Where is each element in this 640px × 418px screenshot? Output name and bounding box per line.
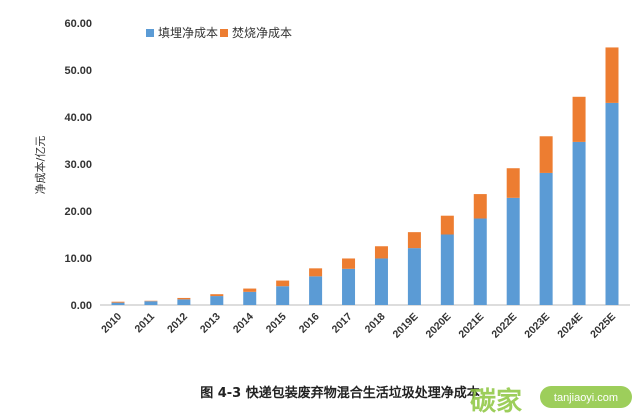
watermark-pill xyxy=(540,386,632,408)
legend: 填埋净成本 焚烧净成本 xyxy=(146,26,292,40)
bar-incineration-2016 xyxy=(309,268,323,277)
bar-landfill-2013 xyxy=(210,296,224,305)
bar-landfill-2024E xyxy=(572,141,586,305)
watermark: 碳家 tanjiaoyi.com xyxy=(470,386,632,417)
bar-landfill-2018 xyxy=(374,258,388,305)
chart-title: 图 4-3 快递包装废弃物混合生活垃圾处理净成本 xyxy=(200,385,480,401)
x-tick-label: 2017 xyxy=(330,311,355,336)
bar-incineration-2025E xyxy=(605,47,619,103)
x-tick-label: 2016 xyxy=(297,311,322,336)
x-tick-label: 2023E xyxy=(522,311,552,341)
y-axis-label: 净成本/亿元 xyxy=(33,136,47,195)
bar-landfill-2011 xyxy=(144,301,158,305)
bar-incineration-2019E xyxy=(407,232,421,249)
x-tick-label: 2014 xyxy=(231,311,256,336)
bar-landfill-2020E xyxy=(440,234,454,305)
bar-landfill-2014 xyxy=(243,291,257,305)
watermark-site: tanjiaoyi.com xyxy=(554,392,618,404)
bar-incineration-2023E xyxy=(539,136,553,173)
bar-incineration-2018 xyxy=(374,246,388,259)
bar-incineration-2014 xyxy=(243,288,257,292)
bar-incineration-2015 xyxy=(276,280,290,287)
legend-label-landfill: 填埋净成本 xyxy=(158,26,218,40)
x-tick-label: 2018 xyxy=(363,311,388,336)
x-tick-label: 2025E xyxy=(588,311,618,341)
bar-incineration-2020E xyxy=(440,215,454,235)
y-tick-label: 60.00 xyxy=(64,18,92,30)
legend-swatch-incineration xyxy=(220,29,228,37)
legend-label-incineration: 焚烧净成本 xyxy=(232,26,292,40)
x-tick-label: 2010 xyxy=(99,311,124,336)
x-tick-label: 2020E xyxy=(423,311,453,341)
x-tick-label: 2012 xyxy=(165,311,190,336)
bar-landfill-2019E xyxy=(407,248,421,305)
bar-incineration-2022E xyxy=(506,168,520,198)
bar-incineration-2010 xyxy=(111,301,125,303)
x-tick-label: 2015 xyxy=(264,311,289,336)
x-tick-label: 2011 xyxy=(132,311,157,336)
bar-landfill-2022E xyxy=(506,197,520,305)
bar-landfill-2021E xyxy=(473,218,487,305)
bar-landfill-2012 xyxy=(177,299,191,305)
bar-incineration-2013 xyxy=(210,294,224,297)
y-tick-label: 40.00 xyxy=(64,112,92,124)
x-tick-label: 2022E xyxy=(489,311,519,341)
watermark-brand: 碳家 xyxy=(470,386,522,417)
x-tick-label: 2013 xyxy=(198,311,223,336)
bar-landfill-2016 xyxy=(309,276,323,305)
bar-landfill-2015 xyxy=(276,286,290,305)
x-tick-label: 2021E xyxy=(456,311,486,341)
bar-landfill-2017 xyxy=(342,268,356,305)
legend-swatch-landfill xyxy=(146,29,154,37)
y-tick-label: 20.00 xyxy=(64,206,92,218)
y-tick-label: 10.00 xyxy=(64,253,92,265)
x-tick-label: 2024E xyxy=(555,311,585,341)
y-tick-label: 0.00 xyxy=(71,300,92,312)
bar-incineration-2012 xyxy=(177,297,191,300)
x-tick-label: 2019E xyxy=(391,311,421,341)
bar-landfill-2010 xyxy=(111,302,125,305)
bar-incineration-2017 xyxy=(342,258,356,269)
bar-landfill-2023E xyxy=(539,172,553,305)
bar-incineration-2021E xyxy=(473,194,487,219)
y-tick-label: 50.00 xyxy=(64,65,92,77)
bar-landfill-2025E xyxy=(605,102,619,306)
bar-incineration-2024E xyxy=(572,96,586,142)
y-tick-label: 30.00 xyxy=(64,159,92,171)
